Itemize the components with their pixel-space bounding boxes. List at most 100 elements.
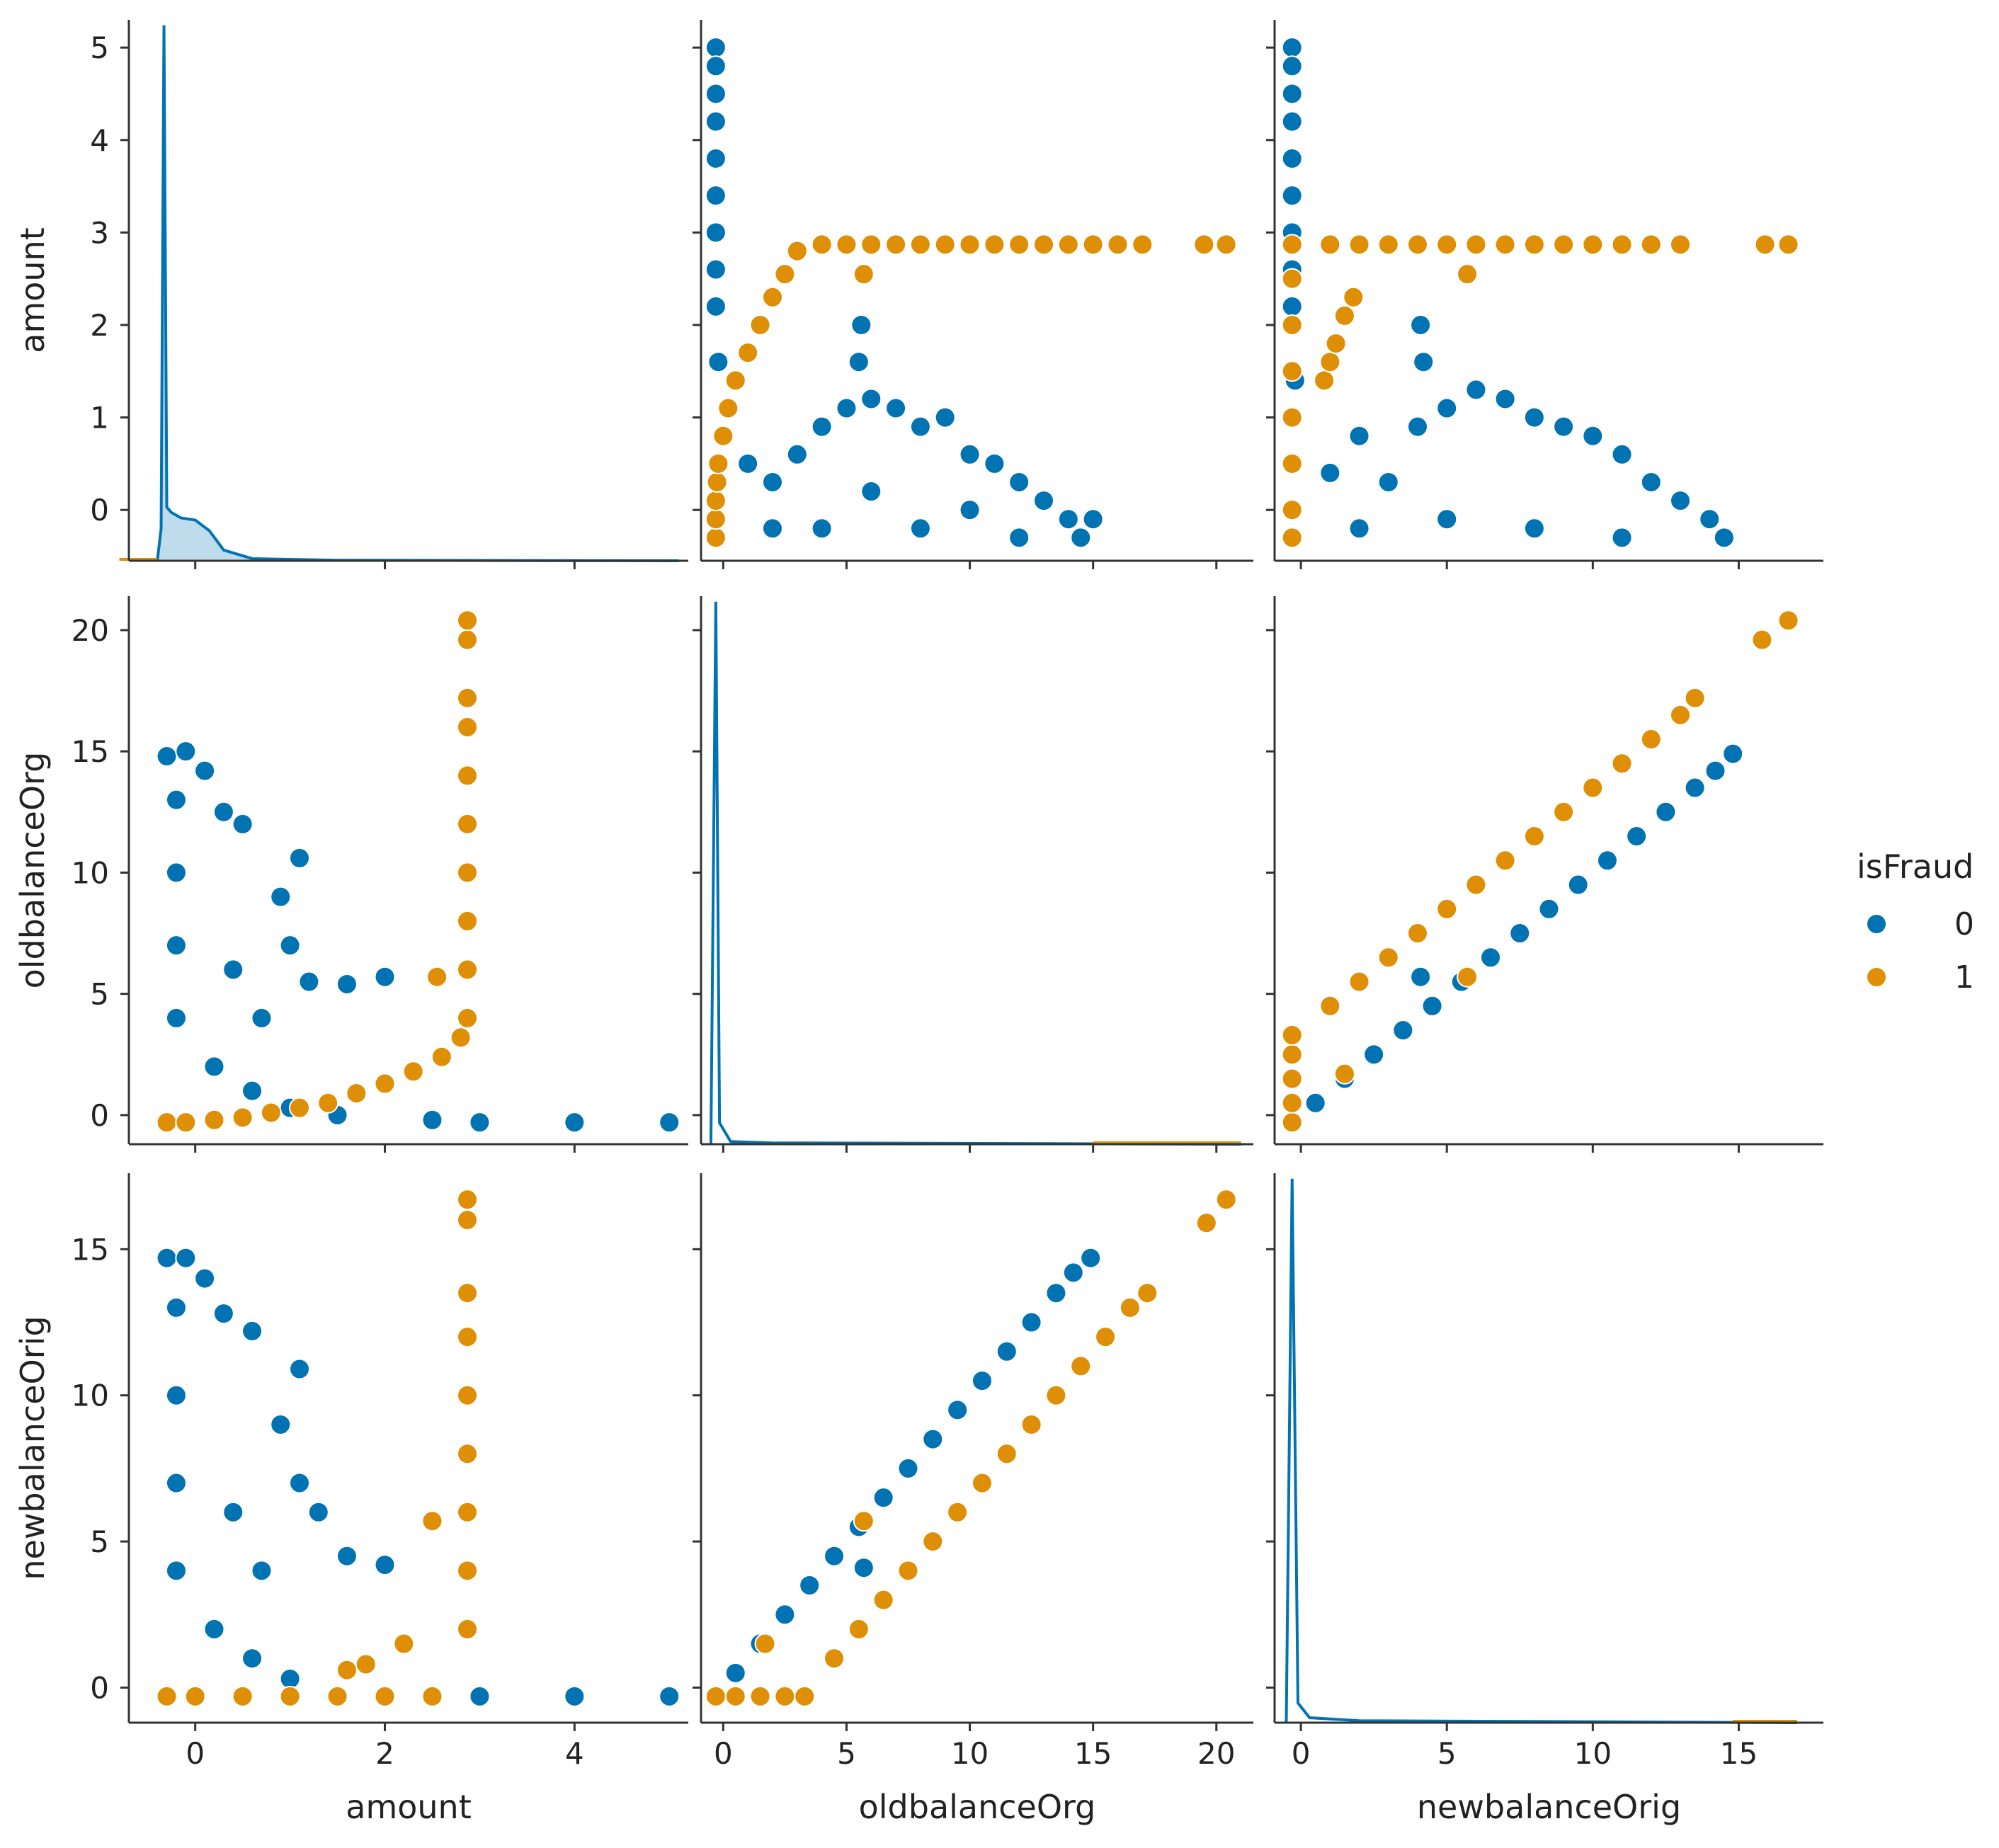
data-point [705, 37, 727, 59]
y-tick-label: 0 [90, 1670, 109, 1705]
data-point [1611, 443, 1633, 465]
data-point [705, 55, 727, 77]
data-point [346, 1083, 368, 1105]
data-point [457, 1560, 479, 1582]
data-point [1107, 234, 1129, 256]
data-point [1567, 874, 1589, 896]
data-point [194, 1267, 216, 1289]
data-point [156, 1685, 178, 1707]
data-point [659, 1112, 680, 1134]
data-point [402, 1061, 424, 1083]
data-point [824, 1545, 845, 1567]
data-point [724, 1685, 746, 1707]
data-point [984, 234, 1006, 256]
data-point [457, 716, 479, 738]
data-point [457, 687, 479, 709]
data-point [824, 1648, 845, 1670]
data-point [1640, 471, 1662, 493]
data-point [1020, 1413, 1042, 1435]
data-point [307, 1501, 329, 1523]
data-point [317, 1092, 339, 1114]
data-point [251, 1560, 273, 1582]
data-point [1057, 508, 1079, 530]
data-point [1281, 83, 1303, 105]
kde-fill-oldbalanceOrg [711, 602, 1241, 1144]
data-point [421, 1685, 443, 1707]
data-point [1333, 304, 1355, 326]
data-point [212, 1303, 234, 1325]
data-point [1095, 1326, 1117, 1348]
kde-line-amount-hue0 [156, 25, 679, 562]
data-point [705, 185, 727, 207]
data-point [1281, 234, 1303, 256]
data-point [1070, 527, 1092, 549]
data-point [1020, 1311, 1042, 1333]
data-point [1494, 850, 1516, 872]
data-point [1640, 234, 1662, 256]
x-tick-label: 15 [1720, 1736, 1758, 1771]
y-tick-label: 1 [90, 401, 109, 435]
x-tick-label: 0 [714, 1736, 733, 1771]
data-point [1704, 760, 1726, 782]
data-point [1281, 527, 1303, 549]
data-point [165, 1007, 187, 1029]
data-point [1670, 490, 1692, 512]
data-point [897, 1560, 919, 1582]
data-point [1406, 234, 1428, 256]
data-point [1281, 499, 1303, 521]
data-point [1348, 971, 1370, 993]
data-point [251, 1007, 273, 1029]
data-point [279, 935, 301, 957]
data-point [457, 813, 479, 835]
data-point [1494, 388, 1516, 410]
data-point [1304, 1092, 1326, 1114]
data-point [971, 1472, 993, 1494]
data-point [232, 1685, 254, 1707]
data-point [860, 388, 882, 410]
data-point [457, 1618, 479, 1640]
data-point [1082, 508, 1104, 530]
data-point [1319, 351, 1341, 373]
data-point [1457, 263, 1479, 285]
data-point [909, 234, 931, 256]
data-point [971, 1370, 993, 1392]
data-point [959, 234, 981, 256]
data-point [1553, 234, 1575, 256]
data-point [705, 508, 727, 530]
data-point [1699, 508, 1721, 530]
data-point [717, 397, 739, 419]
data-point [175, 741, 197, 763]
data-point [232, 813, 254, 835]
data-point [212, 801, 234, 823]
data-point [336, 1545, 358, 1567]
data-point [336, 973, 358, 995]
kde-line-oldbalanceOrg-hue0 [709, 601, 1241, 1146]
data-point [374, 966, 396, 988]
data-point [705, 295, 727, 317]
kde-line-newbalanceOrig-hue0 [1285, 1178, 1797, 1724]
data-point [457, 1209, 479, 1231]
legend: isFraud 0 1 [1857, 848, 1974, 996]
data-point [1319, 995, 1341, 1017]
data-point [705, 490, 727, 512]
y-tick-label: 15 [72, 734, 109, 769]
data-point [260, 1102, 282, 1124]
data-point [947, 1399, 969, 1421]
data-point [737, 452, 759, 474]
data-point [996, 1340, 1018, 1362]
data-point [836, 234, 858, 256]
data-point [1553, 416, 1575, 438]
data-point [1119, 1296, 1141, 1318]
data-point [222, 959, 244, 981]
data-point [1523, 826, 1545, 848]
data-point [1582, 777, 1604, 799]
data-point [165, 1296, 187, 1318]
data-point [457, 1501, 479, 1523]
data-point [165, 862, 187, 884]
data-point [156, 746, 178, 768]
data-point [1008, 471, 1030, 493]
data-point [848, 351, 870, 373]
data-point [457, 629, 479, 651]
data-point [959, 499, 981, 521]
data-point [853, 263, 875, 285]
